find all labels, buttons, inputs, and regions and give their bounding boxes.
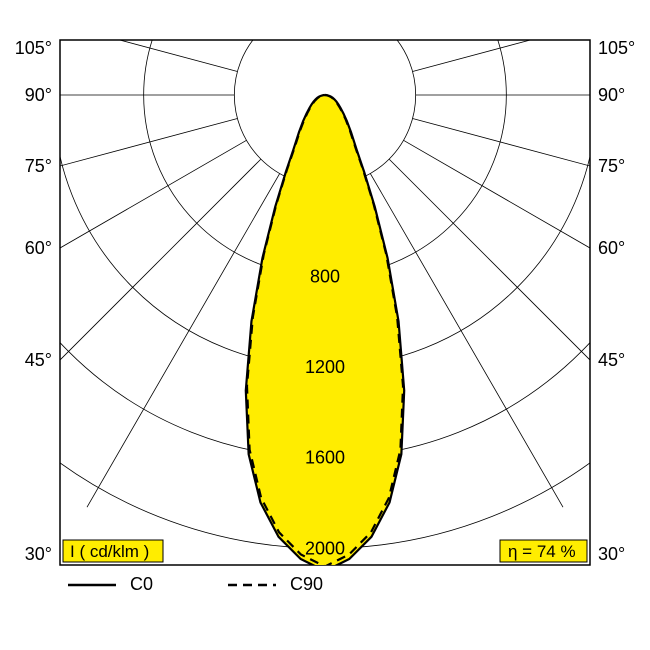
polar-chart-svg: 800 1200 1600 2000 105° 105° 90° 90° 75° 75° 60° 60… [0, 0, 650, 650]
angle-label: 75° [598, 156, 625, 176]
angle-label: 45° [598, 350, 625, 370]
angle-label: 105° [598, 38, 635, 58]
angle-label: 30° [25, 544, 52, 564]
angle-label: 60° [25, 238, 52, 258]
legend-label: C90 [290, 574, 323, 594]
angle-label: 90° [598, 85, 625, 105]
angle-label: 60° [598, 238, 625, 258]
legend-label: C0 [130, 574, 153, 594]
unit-box-label: I ( cd/klm ) [70, 542, 149, 561]
angle-label: 90° [25, 85, 52, 105]
radial-label: 2000 [305, 538, 345, 558]
angle-label: 30° [598, 544, 625, 564]
angle-label: 75° [25, 156, 52, 176]
radial-label: 800 [310, 266, 340, 286]
radial-label: 1600 [305, 448, 345, 468]
angle-label: 45° [25, 350, 52, 370]
eta-box-label: η = 74 % [508, 542, 576, 561]
angle-label: 105° [15, 38, 52, 58]
polar-chart-container: 800 1200 1600 2000 105° 105° 90° 90° 75° 75° 60° 60… [0, 0, 650, 650]
radial-label: 1200 [305, 357, 345, 377]
